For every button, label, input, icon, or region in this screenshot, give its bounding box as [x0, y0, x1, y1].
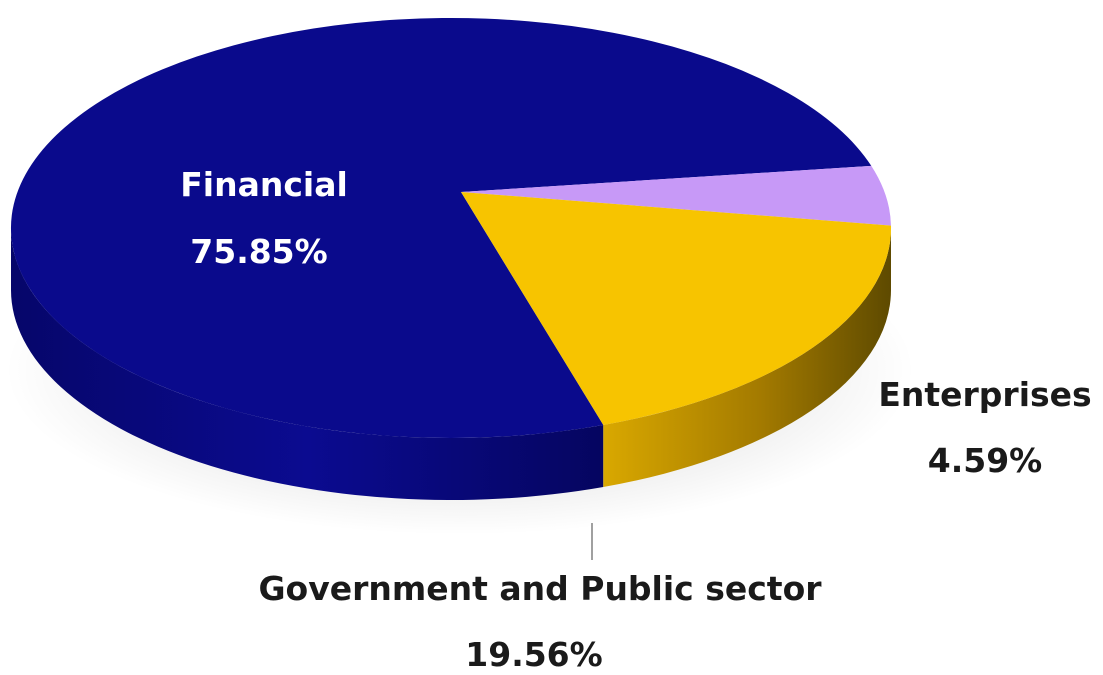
slice-enterprises	[461, 165, 891, 226]
slice-wall-government	[603, 228, 891, 487]
slice-wall-financial	[11, 228, 604, 500]
slice-financial	[10, 17, 872, 438]
label-enterprises-name: Enterprises	[878, 375, 1091, 414]
label-financial-name: Financial	[180, 165, 348, 204]
label-enterprises-value: 4.59%	[928, 441, 1043, 480]
label-government-name: Government and Public sector	[258, 569, 822, 608]
slice-government	[461, 192, 892, 425]
label-government-value: 19.56%	[465, 635, 602, 674]
label-financial-value: 75.85%	[190, 232, 327, 271]
